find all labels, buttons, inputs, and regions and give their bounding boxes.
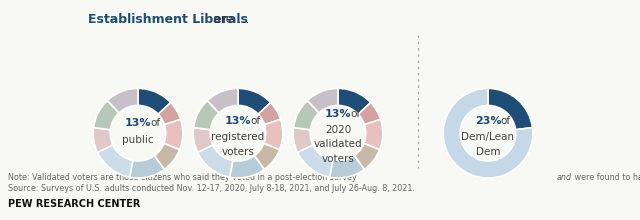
Wedge shape: [158, 103, 180, 125]
Text: 13%: 13%: [125, 118, 151, 128]
Text: and: and: [557, 173, 572, 182]
Text: 13%: 13%: [225, 116, 252, 126]
Wedge shape: [254, 143, 280, 169]
Wedge shape: [230, 156, 264, 178]
Wedge shape: [358, 103, 381, 125]
Wedge shape: [264, 119, 283, 150]
Text: PEW RESEARCH CENTER: PEW RESEARCH CENTER: [8, 199, 140, 209]
Wedge shape: [294, 101, 319, 130]
Text: Note: Validated voters are those citizens who said they voted in a post-election: Note: Validated voters are those citizen…: [8, 173, 359, 182]
Wedge shape: [293, 128, 313, 152]
Text: Dem/Lean: Dem/Lean: [461, 132, 515, 142]
Wedge shape: [338, 88, 371, 114]
Wedge shape: [193, 128, 213, 152]
Wedge shape: [259, 103, 280, 125]
Wedge shape: [330, 156, 364, 178]
Wedge shape: [443, 88, 532, 178]
Text: Dem: Dem: [476, 147, 500, 157]
Text: of: of: [250, 116, 260, 126]
Wedge shape: [198, 145, 233, 177]
Text: Establishment Liberals: Establishment Liberals: [88, 13, 248, 26]
Text: Source: Surveys of U.S. adults conducted Nov. 12-17, 2020, July 8-18, 2021, and : Source: Surveys of U.S. adults conducted…: [8, 184, 415, 193]
Text: public: public: [122, 135, 154, 145]
Wedge shape: [154, 143, 180, 169]
Text: validated: validated: [314, 139, 362, 149]
Text: voters: voters: [321, 154, 355, 164]
Wedge shape: [207, 88, 238, 113]
Wedge shape: [488, 88, 532, 130]
Wedge shape: [364, 119, 383, 150]
Wedge shape: [93, 128, 113, 152]
Wedge shape: [130, 156, 164, 178]
Text: registered: registered: [211, 132, 264, 142]
Text: were found to have voted in commercial voter files.: were found to have voted in commercial v…: [572, 173, 640, 182]
Text: are ...: are ...: [209, 13, 250, 26]
Text: of: of: [150, 118, 161, 128]
Text: 23%: 23%: [475, 116, 501, 126]
Wedge shape: [97, 145, 132, 177]
Wedge shape: [108, 88, 138, 113]
Wedge shape: [138, 88, 171, 114]
Wedge shape: [193, 101, 219, 130]
Text: 2020: 2020: [325, 125, 351, 135]
Wedge shape: [355, 143, 380, 169]
Text: 13%: 13%: [324, 109, 351, 119]
Wedge shape: [238, 88, 271, 114]
Wedge shape: [164, 119, 183, 150]
Text: voters: voters: [221, 147, 255, 157]
Wedge shape: [307, 88, 338, 113]
Text: of: of: [500, 116, 511, 126]
Text: of: of: [351, 109, 361, 119]
Wedge shape: [93, 101, 119, 130]
Wedge shape: [298, 145, 333, 177]
